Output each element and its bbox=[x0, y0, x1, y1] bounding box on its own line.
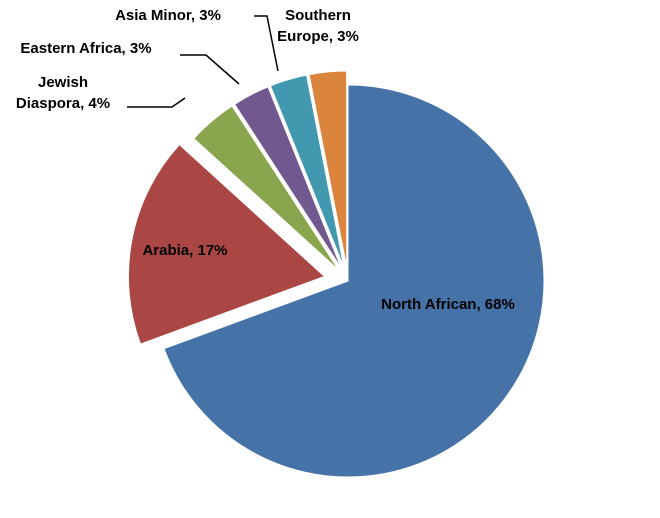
data-label-jewish-diaspora: Jewish Diaspora, 4% bbox=[16, 74, 110, 112]
data-label-arabia: Arabia, 17% bbox=[142, 242, 227, 259]
pie-slice-eastern-africa bbox=[233, 86, 342, 269]
leader-line-eastern-africa bbox=[180, 54, 240, 85]
pie-slice-arabia bbox=[127, 143, 326, 345]
data-label-southern-europe: Southern Europe, 3% bbox=[277, 7, 359, 45]
leader-line-jewish-diaspora bbox=[127, 97, 186, 108]
pie-slice-north-african bbox=[163, 84, 545, 478]
leader-line-asia-minor bbox=[254, 15, 279, 72]
data-label-north-african: North African, 68% bbox=[381, 296, 515, 313]
pie-slice-asia-minor bbox=[269, 74, 345, 268]
pie-slice-southern-europe bbox=[308, 70, 348, 268]
data-label-asia-minor: Asia Minor, 3% bbox=[115, 7, 221, 24]
data-label-eastern-africa: Eastern Africa, 3% bbox=[20, 40, 151, 57]
pie-slice-jewish-diaspora bbox=[193, 105, 340, 271]
